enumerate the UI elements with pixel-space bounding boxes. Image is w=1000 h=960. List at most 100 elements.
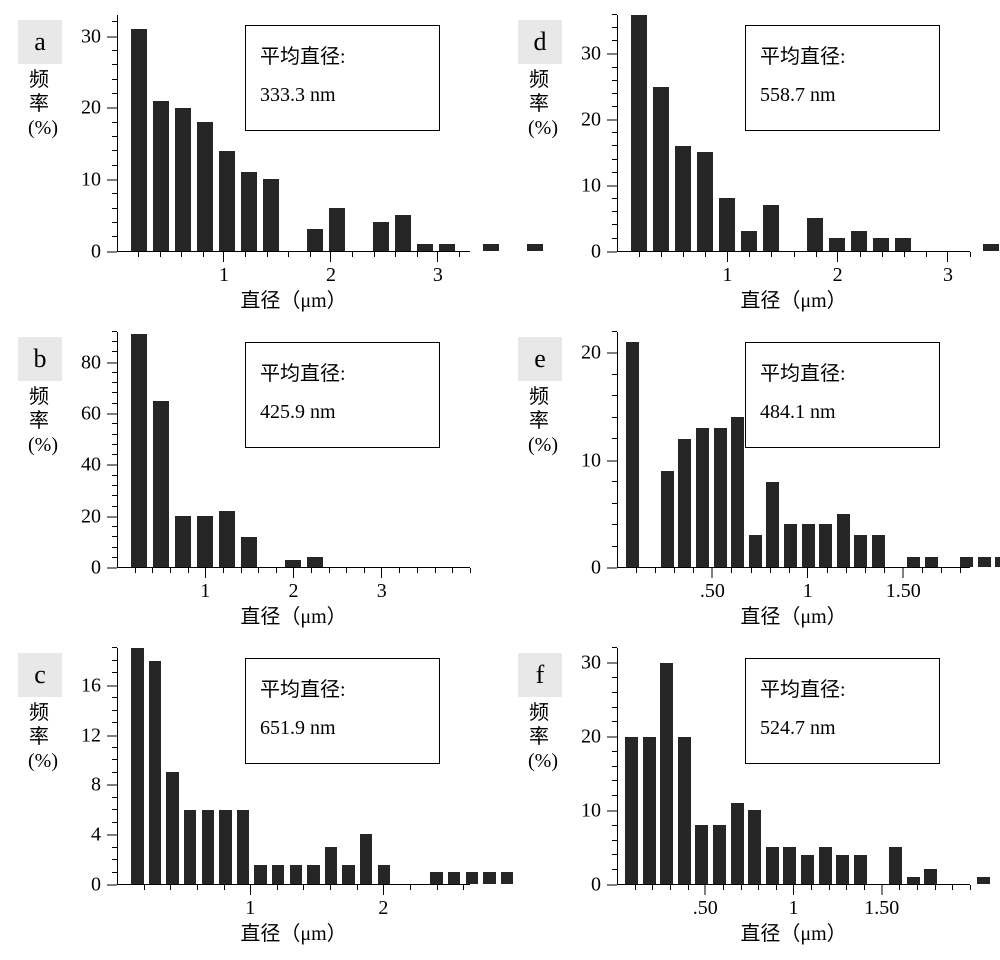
y-axis: 0102030 xyxy=(562,15,617,252)
histogram-bar xyxy=(219,810,231,884)
histogram-bar xyxy=(219,151,235,251)
histogram-bar xyxy=(175,108,191,251)
mean-diameter-annotation: 平均直径:425.9 nm xyxy=(245,342,440,448)
y-axis-label: 频率(%) xyxy=(28,68,50,140)
histogram-bar xyxy=(895,238,911,251)
histogram-bar xyxy=(731,803,744,884)
histogram-bar xyxy=(466,872,478,884)
histogram-bar xyxy=(263,179,279,250)
panel-letter-badge: a xyxy=(18,20,62,64)
panel-letter-badge: f xyxy=(518,653,562,697)
histogram-bar xyxy=(153,401,169,568)
histogram-bar xyxy=(889,847,902,884)
histogram-bar xyxy=(307,557,323,567)
panel-letter-badge: b xyxy=(18,337,62,381)
histogram-bar xyxy=(819,524,832,567)
panel-f: f频率(%)0102030平均直径:524.7 nm.5011.50直径（μm） xyxy=(510,643,990,950)
histogram-bar xyxy=(854,855,867,884)
histogram-bar xyxy=(307,229,323,250)
x-axis: 123 xyxy=(117,568,470,598)
histogram-bar xyxy=(731,417,744,567)
histogram-bar xyxy=(873,238,889,251)
histogram-bar xyxy=(241,537,257,568)
histogram-bar xyxy=(483,244,499,251)
plot-area: 平均直径:333.3 nm xyxy=(117,15,470,252)
histogram-bar xyxy=(202,810,214,884)
y-axis: 020406080 xyxy=(62,332,117,569)
plot-area: 平均直径:484.1 nm xyxy=(617,332,970,569)
histogram-bar xyxy=(783,847,796,884)
chart-grid: a频率(%)0102030平均直径:333.3 nm123直径（μm）d频率(%… xyxy=(0,0,1000,960)
mean-diameter-annotation: 平均直径:333.3 nm xyxy=(245,25,440,131)
histogram-bar xyxy=(661,471,674,567)
y-axis-label: 频率(%) xyxy=(528,68,550,140)
histogram-bar xyxy=(329,208,345,251)
histogram-bar xyxy=(175,516,191,567)
histogram-bar xyxy=(131,334,147,567)
histogram-bar xyxy=(872,535,885,567)
histogram-bar xyxy=(713,825,726,884)
histogram-bar xyxy=(695,825,708,884)
histogram-bar xyxy=(254,865,266,884)
histogram-bar xyxy=(430,872,442,884)
histogram-bar xyxy=(748,810,761,884)
histogram-bar xyxy=(801,855,814,884)
histogram-bar xyxy=(653,87,669,251)
panel-e: e频率(%)01020平均直径:484.1 nm.5011.50直径（μm） xyxy=(510,327,990,634)
histogram-bar xyxy=(153,101,169,251)
y-axis-label: 频率(%) xyxy=(528,701,550,773)
mean-diameter-annotation: 平均直径:651.9 nm xyxy=(245,658,440,764)
histogram-bar xyxy=(678,737,691,884)
histogram-bar xyxy=(829,238,845,251)
panel-d: d频率(%)0102030平均直径:558.7 nm123直径（μm） xyxy=(510,10,990,317)
histogram-bar xyxy=(924,869,937,884)
histogram-bar xyxy=(978,557,991,568)
histogram-bar xyxy=(836,855,849,884)
histogram-bar xyxy=(272,865,284,884)
histogram-bar xyxy=(285,560,301,568)
histogram-bar xyxy=(766,482,779,568)
x-axis-label: 直径（μm） xyxy=(617,917,970,946)
histogram-bar xyxy=(675,146,691,251)
histogram-bar xyxy=(395,215,411,251)
histogram-bar xyxy=(741,231,757,251)
y-axis: 0102030 xyxy=(562,648,617,885)
x-axis: 123 xyxy=(617,252,970,282)
histogram-bar xyxy=(802,524,815,567)
histogram-bar xyxy=(960,557,973,568)
y-axis: 0102030 xyxy=(62,15,117,252)
x-axis: 123 xyxy=(117,252,470,282)
plot-area: 平均直径:558.7 nm xyxy=(617,15,970,252)
y-axis: 01020 xyxy=(562,332,617,569)
histogram-bar xyxy=(373,222,389,251)
histogram-bar xyxy=(219,511,235,567)
plot-area: 平均直径:524.7 nm xyxy=(617,648,970,885)
histogram-bar xyxy=(439,244,455,251)
panel-letter-badge: d xyxy=(518,20,562,64)
histogram-bar xyxy=(925,557,938,568)
plot-area: 平均直径:425.9 nm xyxy=(117,332,470,569)
histogram-bar xyxy=(851,231,867,251)
histogram-bar xyxy=(749,535,762,567)
histogram-bar xyxy=(166,772,178,884)
histogram-bar xyxy=(631,15,647,251)
x-axis-label: 直径（μm） xyxy=(117,284,470,313)
histogram-bar xyxy=(241,172,257,251)
histogram-bar xyxy=(625,737,638,884)
x-axis-label: 直径（μm） xyxy=(117,600,470,629)
histogram-bar xyxy=(714,428,727,567)
plot-area: 平均直径:651.9 nm xyxy=(117,648,470,885)
histogram-bar xyxy=(719,198,735,250)
histogram-bar xyxy=(360,834,372,884)
histogram-bar xyxy=(626,342,639,567)
histogram-bar xyxy=(819,847,832,884)
mean-diameter-annotation: 平均直径:524.7 nm xyxy=(745,658,940,764)
histogram-bar xyxy=(197,516,213,567)
histogram-bar xyxy=(237,810,249,884)
histogram-bar xyxy=(131,29,147,250)
histogram-bar xyxy=(678,439,691,568)
histogram-bar xyxy=(131,648,143,884)
histogram-bar xyxy=(149,661,161,884)
histogram-bar xyxy=(643,737,656,884)
y-axis-label: 频率(%) xyxy=(528,385,550,457)
